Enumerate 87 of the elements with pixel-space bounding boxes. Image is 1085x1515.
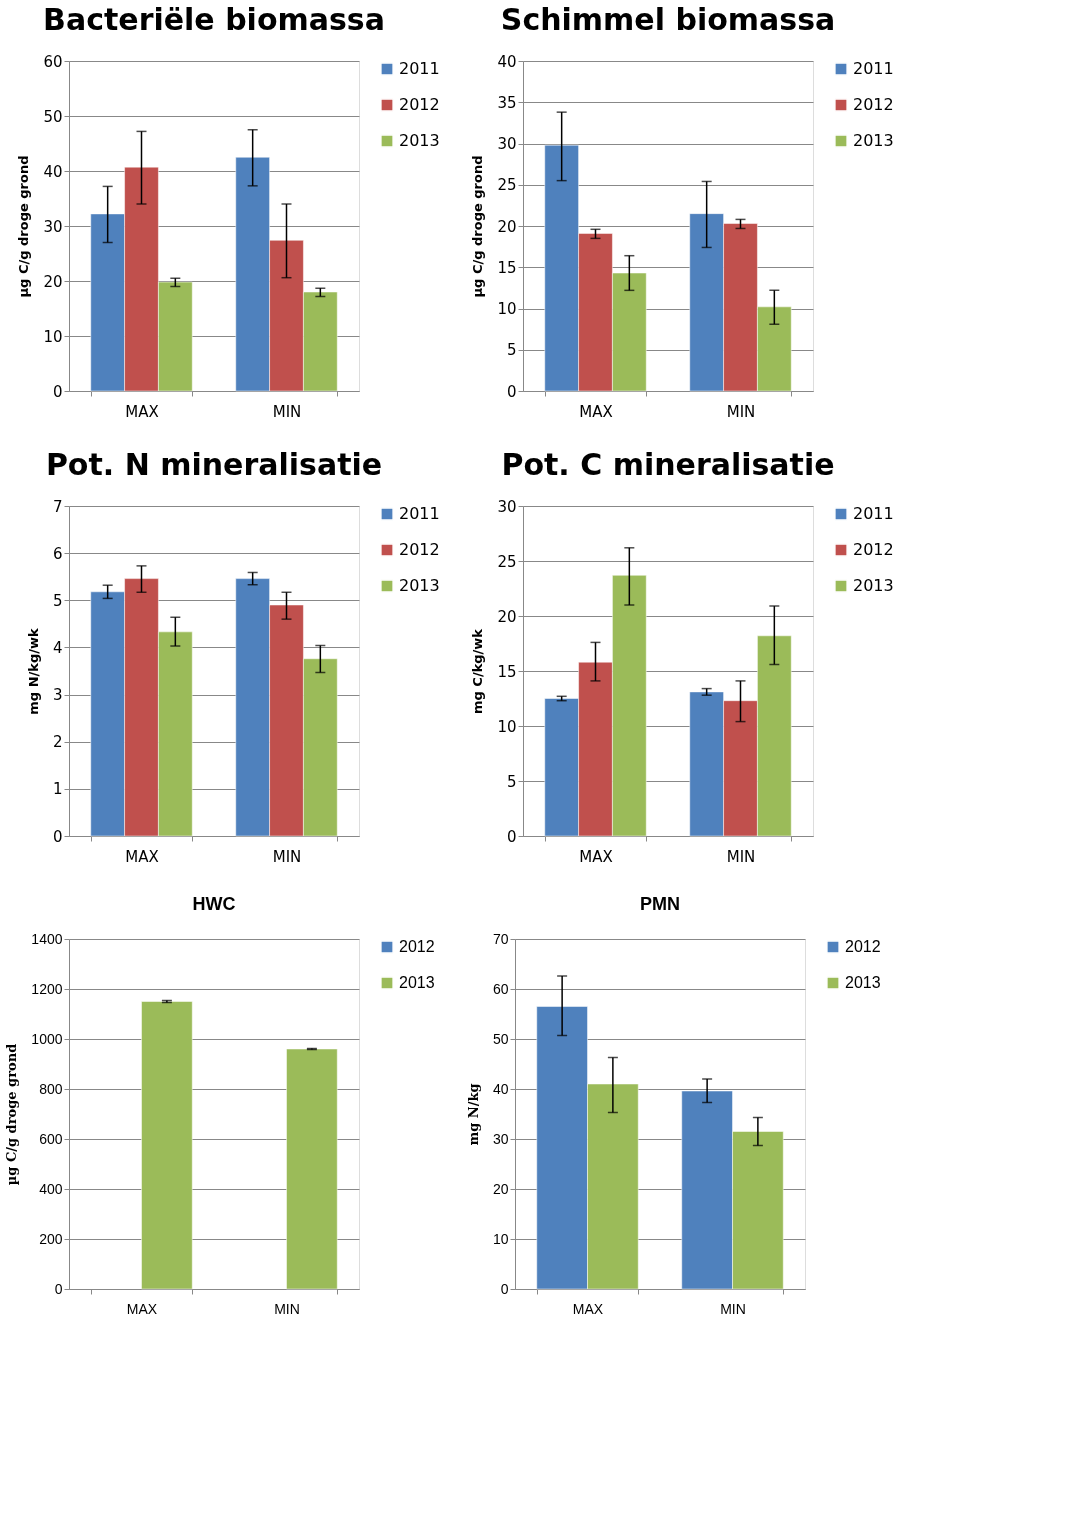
x-tick-label: MIN (720, 1300, 746, 1317)
y-tick-label: 30 (497, 135, 517, 153)
chart-title: Pot. C mineralisatie (501, 447, 835, 482)
x-tick-label: MAX (125, 847, 159, 866)
x-tick-label: MIN (726, 847, 756, 866)
y-axis-title: mg N/kg (465, 1083, 481, 1146)
y-tick-label: 35 (497, 93, 517, 112)
legend-label: 2011 (399, 59, 440, 78)
y-tick-label: 0 (506, 827, 517, 846)
y-axis-title: µg C/g droge grond (4, 1043, 20, 1186)
y-tick-label: 10 (497, 300, 517, 318)
legend-label: 2013 (853, 131, 894, 150)
y-tick-label: 7 (52, 497, 63, 516)
y-tick-label: 50 (492, 1030, 509, 1047)
x-tick-label: MIN (272, 847, 302, 866)
y-axis-title: mg C/kg/wk (470, 628, 486, 715)
x-tick-label: MAX (579, 402, 613, 421)
legend-label: 2011 (853, 59, 894, 78)
legend-label: 2012 (399, 938, 435, 955)
y-tick-label: 1000 (31, 1030, 63, 1047)
y-tick-label: 60 (43, 52, 63, 71)
legend-label: 2012 (399, 95, 440, 114)
y-tick-label: 1 (52, 780, 63, 799)
legend-label: 2012 (853, 540, 894, 559)
y-tick-label: 40 (492, 1080, 509, 1097)
legend-label: 2011 (399, 504, 440, 523)
chart-title: Schimmel biomassa (500, 2, 836, 37)
y-tick-label: 20 (497, 217, 517, 236)
x-tick-label: MAX (579, 847, 613, 866)
x-tick-label: MAX (126, 1300, 158, 1317)
y-tick-label: 60 (492, 980, 509, 997)
y-tick-label: 15 (497, 258, 517, 277)
y-tick-label: 10 (492, 1230, 509, 1247)
y-tick-label: 20 (43, 272, 63, 291)
y-tick-label: 30 (497, 497, 517, 516)
y-tick-label: 10 (43, 327, 63, 346)
legend-label: 2012 (399, 540, 440, 559)
y-tick-label: 25 (497, 176, 517, 195)
y-tick-label: 40 (497, 52, 517, 71)
y-tick-label: 800 (39, 1080, 63, 1097)
y-tick-label: 30 (43, 217, 63, 236)
legend-label: 2012 (845, 938, 881, 955)
y-tick-label: 1400 (31, 930, 63, 947)
y-tick-label: 15 (497, 662, 517, 681)
y-tick-label: 0 (54, 1280, 63, 1297)
legend-label: 2013 (399, 974, 435, 991)
x-tick-label: MIN (274, 1300, 300, 1317)
y-tick-label: 3 (52, 686, 63, 705)
chart-title: Pot. N mineralisatie (45, 447, 383, 482)
y-tick-label: 40 (43, 162, 63, 181)
legend-label: 2011 (853, 504, 894, 523)
legend-label: 2013 (845, 974, 881, 991)
legend-label: 2012 (853, 95, 894, 114)
x-tick-label: MAX (125, 402, 159, 421)
x-tick-label: MAX (572, 1300, 604, 1317)
legend-label: 2013 (399, 576, 440, 595)
y-tick-label: 600 (39, 1130, 63, 1147)
y-tick-label: 0 (52, 382, 63, 401)
y-tick-label: 70 (492, 930, 509, 947)
y-tick-label: 0 (52, 827, 63, 846)
y-tick-label: 20 (492, 1180, 509, 1197)
y-axis-title: µg C/g droge grond (470, 155, 486, 298)
chart-title: PMN (640, 894, 680, 914)
chart-title: Bacteriële biomassa (43, 2, 385, 37)
y-tick-label: 30 (492, 1130, 509, 1147)
y-tick-label: 2 (52, 733, 63, 752)
y-tick-label: 50 (43, 107, 63, 126)
y-tick-label: 400 (39, 1180, 63, 1197)
y-tick-label: 25 (497, 552, 517, 571)
legend-label: 2013 (399, 131, 440, 150)
y-tick-label: 0 (500, 1280, 509, 1297)
y-tick-label: 20 (497, 607, 517, 626)
y-tick-label: 4 (52, 638, 63, 657)
y-axis-title: µg C/g droge grond (16, 155, 32, 298)
chart-title: HWC (192, 894, 236, 914)
y-tick-label: 0 (506, 382, 517, 401)
y-tick-label: 200 (39, 1230, 63, 1247)
legend-label: 2013 (853, 576, 894, 595)
y-tick-label: 10 (497, 717, 517, 736)
y-axis-title: mg N/kg/wk (25, 627, 41, 715)
x-tick-label: MIN (272, 402, 302, 421)
y-tick-label: 5 (52, 591, 63, 610)
y-tick-label: 6 (52, 544, 63, 563)
y-tick-label: 5 (506, 772, 517, 791)
y-tick-label: 5 (506, 341, 517, 360)
x-tick-label: MIN (726, 402, 756, 421)
y-tick-label: 1200 (31, 980, 63, 997)
